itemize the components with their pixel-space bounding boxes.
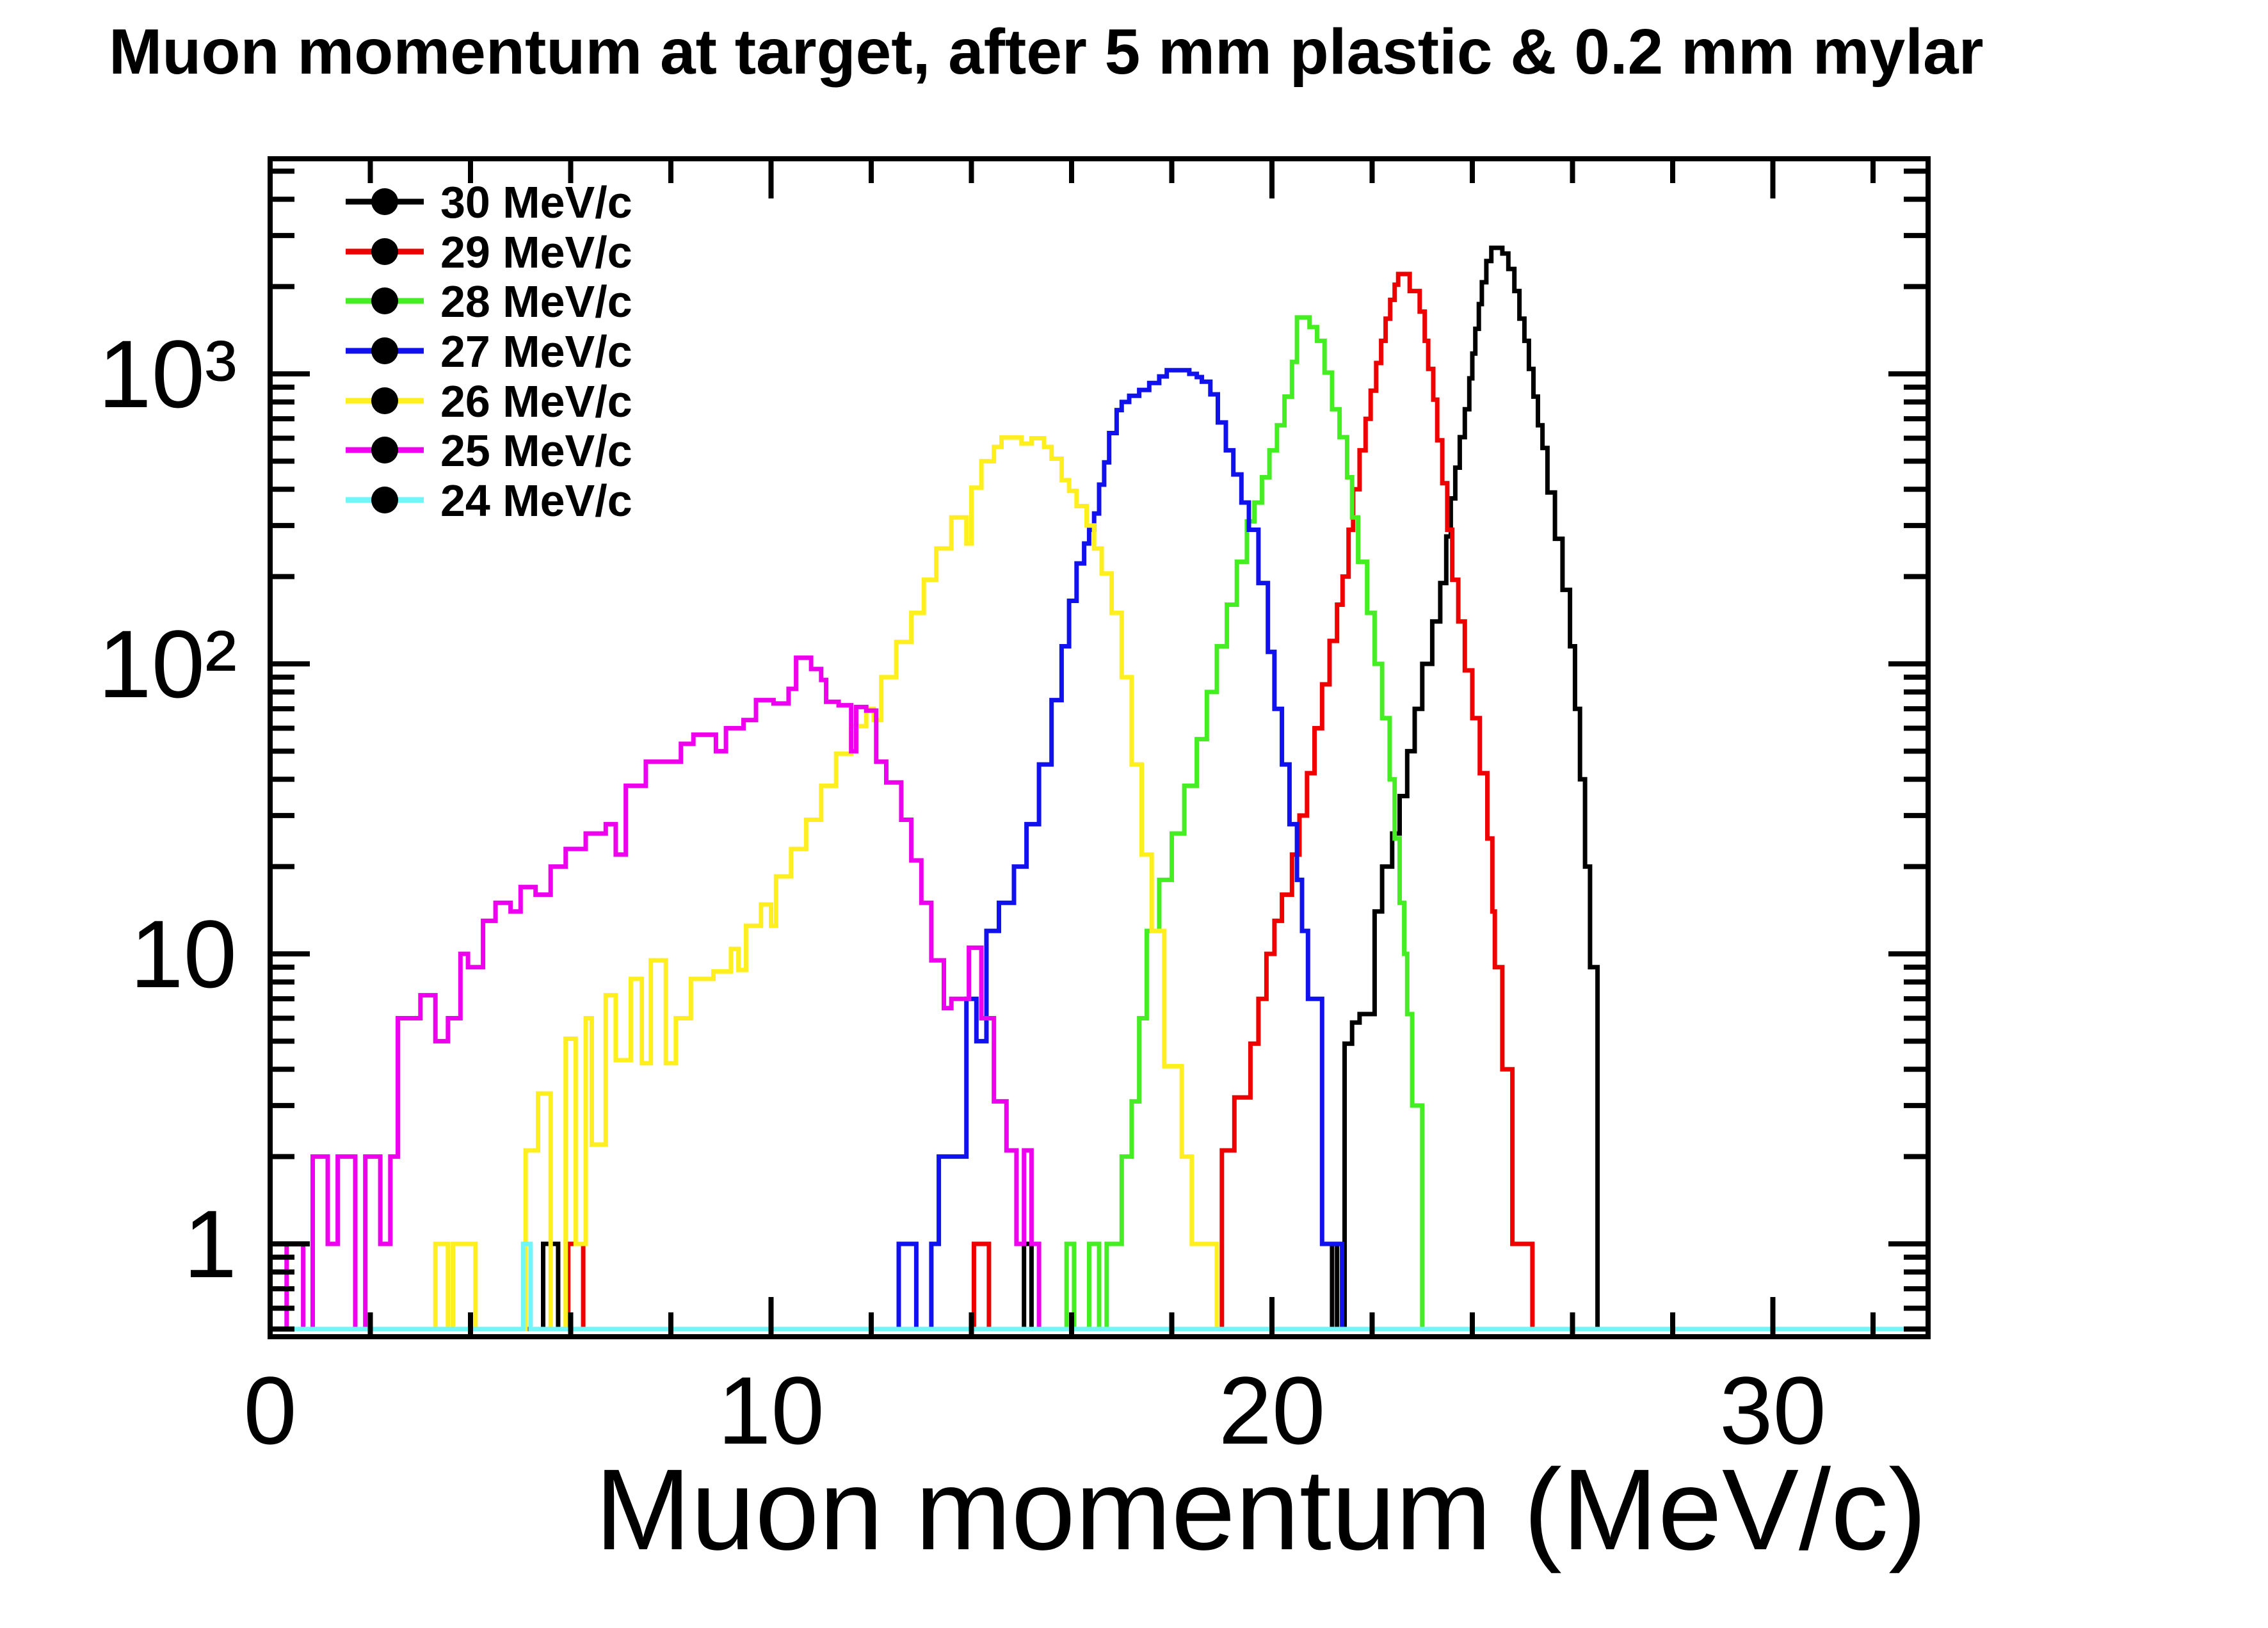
legend-item-24-mev-c: 24 MeV/c — [346, 476, 632, 526]
legend-item-25-mev-c: 25 MeV/c — [346, 426, 632, 476]
legend-label: 28 MeV/c — [440, 277, 632, 326]
histogram-curve-24-mev-c — [270, 1241, 1929, 1332]
histogram-curve-29-mev-c — [270, 271, 1929, 1332]
legend-marker-icon — [371, 387, 398, 414]
x-axis-tick-label-0: 0 — [243, 1357, 296, 1464]
legend-label: 26 MeV/c — [440, 376, 632, 426]
histogram-curve-25-mev-c — [270, 655, 1929, 1332]
x-axis-title: Muon momentum (MeV/c) — [595, 1446, 1927, 1574]
legend-marker-icon — [371, 287, 398, 314]
plot-frame-group — [268, 156, 1931, 1339]
plot-frame — [268, 156, 1931, 1339]
y-axis-tick-label-3: 10³ — [98, 320, 237, 428]
legend-label: 25 MeV/c — [440, 426, 632, 476]
x-axis-tick-label-10: 10 — [718, 1357, 824, 1464]
legend-item-29-mev-c: 29 MeV/c — [346, 227, 632, 277]
legend-marker-icon — [371, 487, 398, 513]
y-axis-tick-label-2: 10² — [98, 610, 237, 718]
legend-item-28-mev-c: 28 MeV/c — [346, 277, 632, 326]
axis-labels-group: Muon momentum at target, after 5 mm plas… — [98, 16, 1983, 1574]
histogram-curve-27-mev-c — [270, 367, 1929, 1332]
histogram-curve-26-mev-c — [270, 435, 1929, 1332]
legend-item-30-mev-c: 30 MeV/c — [346, 177, 632, 227]
histogram-curve-28-mev-c — [270, 315, 1929, 1332]
legend-marker-icon — [371, 437, 398, 463]
legend-item-26-mev-c: 26 MeV/c — [346, 376, 632, 426]
legend-label: 30 MeV/c — [440, 177, 632, 227]
x-axis-tick-label-30: 30 — [1719, 1357, 1826, 1464]
histogram-curve-30-mev-c — [270, 245, 1929, 1332]
histogram-series-group — [270, 245, 1929, 1332]
x-axis-tick-label-20: 20 — [1219, 1357, 1326, 1464]
legend-label: 29 MeV/c — [440, 227, 632, 277]
legend-marker-icon — [371, 188, 398, 215]
y-axis-tick-label-1: 10 — [130, 900, 237, 1008]
legend: 30 MeV/c29 MeV/c28 MeV/c27 MeV/c26 MeV/c… — [346, 177, 632, 526]
legend-marker-icon — [371, 238, 398, 265]
legend-label: 24 MeV/c — [440, 476, 632, 526]
y-axis-tick-label-0: 1 — [184, 1190, 237, 1298]
legend-item-27-mev-c: 27 MeV/c — [346, 326, 632, 376]
page-title: Muon momentum at target, after 5 mm plas… — [109, 16, 1984, 88]
legend-marker-icon — [371, 337, 398, 364]
legend-label: 27 MeV/c — [440, 326, 632, 376]
